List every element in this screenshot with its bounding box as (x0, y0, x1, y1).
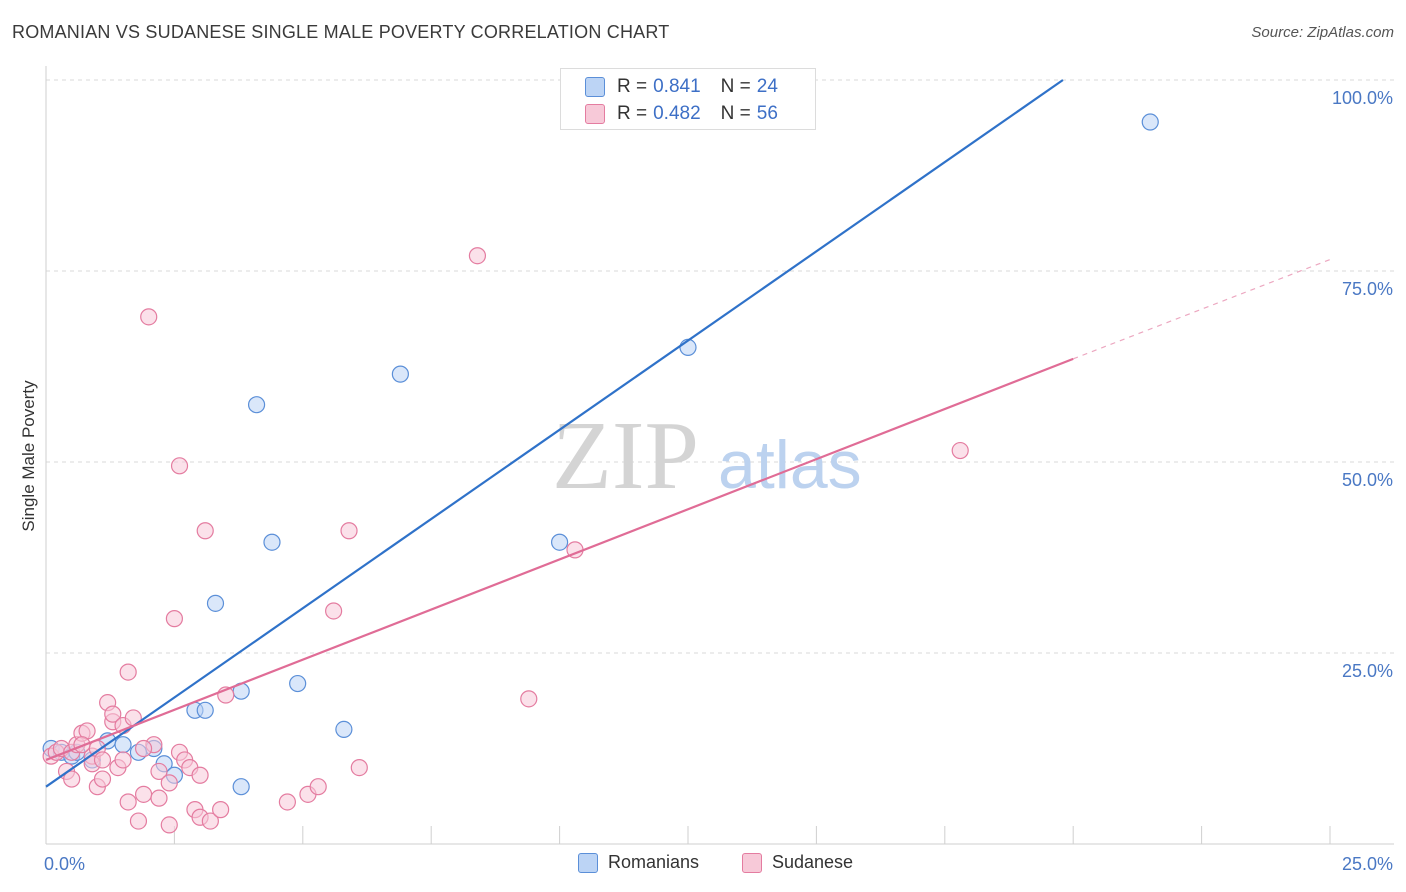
romanians-point[interactable] (391, 365, 409, 383)
trendline-layer (45, 79, 1331, 788)
sudanese-point[interactable] (119, 793, 137, 811)
legend-n-label: N = (720, 103, 751, 124)
grid-layer (46, 79, 1394, 654)
sudanese-legend-label: Sudanese (772, 852, 854, 872)
sudanese-point[interactable] (325, 602, 343, 620)
source-attribution: Source: ZipAtlas.com (1251, 24, 1394, 41)
sudanese-trendline-extension (1072, 258, 1331, 360)
romanians-point[interactable] (550, 533, 569, 551)
sudanese-swatch (585, 104, 605, 124)
romanians-trendline (45, 79, 1064, 788)
x-tick-label: 25.0% (1342, 854, 1393, 874)
watermark-atlas: atlas (718, 427, 862, 503)
romanians-point[interactable] (263, 533, 281, 551)
legend-row-romanians: R = 0.841 N = 24 (585, 75, 778, 99)
sudanese-point[interactable] (114, 751, 132, 769)
sudanese-point[interactable] (212, 801, 230, 819)
sudanese-point[interactable] (140, 308, 158, 326)
bottom-legend-romanians[interactable]: Romanians (578, 852, 699, 873)
sudanese-point[interactable] (93, 770, 112, 788)
y-tick-label: 50.0% (1342, 470, 1393, 490)
sudanese-point[interactable] (196, 522, 214, 540)
sudanese-point[interactable] (309, 778, 327, 796)
y-tick-label: 25.0% (1342, 661, 1393, 681)
romanians-point[interactable] (289, 674, 307, 693)
sudanese-point[interactable] (129, 812, 148, 830)
romanians-legend-label: Romanians (608, 852, 700, 872)
sudanese-point[interactable] (104, 705, 122, 723)
legend-r-label: R = (617, 103, 648, 124)
sudanese-point[interactable] (160, 774, 178, 792)
sudanese-point[interactable] (520, 690, 538, 708)
source-name[interactable]: ZipAtlas.com (1307, 24, 1394, 41)
sudanese-point[interactable] (73, 736, 91, 754)
romanians-point[interactable] (196, 701, 214, 719)
correlation-legend: R = 0.841 N = 24 R = 0.482 N = 56 (560, 68, 816, 130)
watermark: ZIP atlas (552, 402, 862, 510)
points-layer (42, 113, 1159, 834)
romanians-point[interactable] (114, 736, 132, 754)
romanians-legend-swatch (578, 852, 598, 873)
sudanese-point[interactable] (63, 770, 81, 788)
legend-r-value: 0.482 (653, 103, 701, 124)
romanians-point[interactable] (206, 594, 225, 612)
romanians-point[interactable] (335, 720, 353, 739)
sudanese-point[interactable] (278, 793, 296, 811)
sudanese-point[interactable] (160, 816, 178, 834)
sudanese-point[interactable] (134, 739, 153, 758)
sudanese-point[interactable] (134, 785, 153, 803)
tick-labels: 25.0% 50.0% 75.0% 100.0% 0.0% 25.0% (44, 88, 1393, 874)
axes-layer (45, 66, 1394, 845)
chart-title: ROMANIAN VS SUDANESE SINGLE MALE POVERTY… (12, 22, 670, 42)
legend-n-label: N = (720, 76, 751, 97)
bottom-legend-sudanese[interactable]: Sudanese (742, 852, 853, 873)
watermark-zip: ZIP (552, 402, 699, 510)
y-tick-label: 75.0% (1342, 279, 1393, 299)
romanians-point[interactable] (232, 778, 250, 796)
sudanese-legend-swatch (742, 852, 762, 873)
sudanese-point[interactable] (350, 758, 368, 777)
sudanese-point[interactable] (951, 441, 969, 460)
y-axis-label: Single Male Poverty (19, 380, 38, 532)
sudanese-point[interactable] (170, 457, 189, 475)
legend-n-value: 24 (756, 76, 778, 97)
romanians-point[interactable] (247, 396, 266, 414)
sudanese-point[interactable] (150, 762, 168, 781)
sudanese-point[interactable] (150, 789, 168, 807)
romanians-point[interactable] (1141, 113, 1159, 131)
romanians-swatch (585, 77, 605, 97)
legend-row-sudanese: R = 0.482 N = 56 (585, 102, 778, 126)
legend-r-value: 0.841 (653, 76, 701, 97)
sudanese-trendline (45, 357, 1074, 761)
sudanese-point[interactable] (165, 610, 183, 628)
sudanese-point[interactable] (340, 522, 358, 540)
legend-r-label: R = (617, 76, 648, 97)
sudanese-point[interactable] (468, 247, 487, 265)
sudanese-point[interactable] (119, 663, 137, 681)
source-prefix: Source: (1251, 24, 1308, 41)
sudanese-point[interactable] (201, 812, 219, 830)
sudanese-point[interactable] (191, 766, 209, 784)
x-tick-label: 0.0% (44, 854, 85, 874)
legend-n-value: 56 (756, 103, 778, 124)
sudanese-point[interactable] (93, 751, 112, 769)
y-tick-label: 100.0% (1332, 88, 1393, 108)
